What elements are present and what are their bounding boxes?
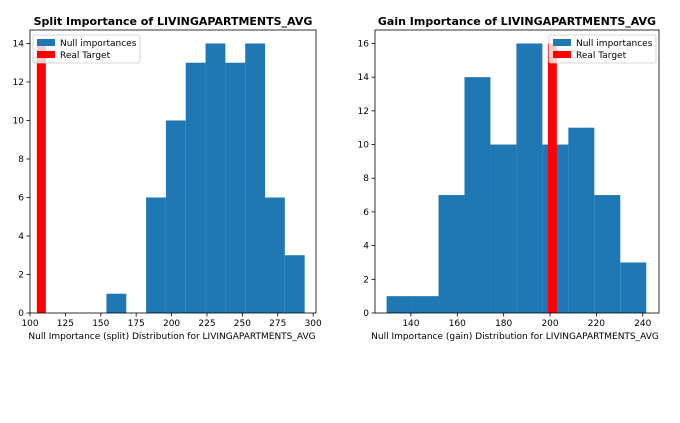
x-tick-label: 160 xyxy=(449,319,466,329)
legend-swatch-null xyxy=(553,39,571,46)
legend: Null importances Real Target xyxy=(549,35,656,63)
histogram-bar xyxy=(146,197,166,313)
y-tick-label: 4 xyxy=(363,242,369,252)
x-tick-label: 275 xyxy=(269,319,286,329)
legend-label-null: Null importances xyxy=(576,39,653,49)
legend-label-target: Real Target xyxy=(60,51,111,61)
histogram-bar xyxy=(186,63,206,313)
histogram-bar xyxy=(225,63,245,313)
legend-swatch-target xyxy=(37,51,55,58)
y-tick-label: 10 xyxy=(13,116,25,126)
x-tick-label: 225 xyxy=(198,319,215,329)
histogram-bar xyxy=(166,120,186,313)
x-tick-label: 220 xyxy=(588,319,605,329)
x-tick-label: 240 xyxy=(634,319,651,329)
histogram-bar xyxy=(245,43,265,313)
x-tick-label: 100 xyxy=(21,319,38,329)
x-tick-label: 150 xyxy=(92,319,109,329)
y-tick-label: 6 xyxy=(363,208,369,218)
histogram-bar xyxy=(106,294,126,313)
y-tick-label: 8 xyxy=(18,155,24,165)
y-tick-label: 10 xyxy=(358,141,370,151)
y-tick-label: 14 xyxy=(358,73,370,83)
x-tick-label: 200 xyxy=(541,319,558,329)
histogram-bar xyxy=(206,43,226,313)
histogram-bar xyxy=(265,197,285,313)
histogram-bar xyxy=(439,195,465,313)
histogram-bar xyxy=(490,145,516,313)
legend: Null importances Real Target xyxy=(33,35,140,63)
chart-title: Gain Importance of LIVINGAPARTMENTS_AVG xyxy=(378,15,656,28)
real-target-bar xyxy=(37,43,46,313)
histogram-bar xyxy=(516,43,542,313)
real-target-bar xyxy=(548,43,557,313)
legend-swatch-null xyxy=(37,39,55,46)
y-tick-label: 6 xyxy=(18,193,24,203)
y-tick-label: 0 xyxy=(363,309,369,319)
histogram-bar xyxy=(620,262,646,313)
x-tick-label: 125 xyxy=(57,319,74,329)
y-tick-label: 8 xyxy=(363,174,369,184)
histogram-bar xyxy=(464,77,490,313)
x-axis-label: Null Importance (split) Distribution for… xyxy=(28,332,315,342)
y-tick-label: 14 xyxy=(13,39,25,49)
legend-label-null: Null importances xyxy=(60,39,137,49)
real-target-line xyxy=(548,43,557,313)
x-tick-label: 300 xyxy=(305,319,322,329)
x-tick-label: 140 xyxy=(402,319,419,329)
legend-label-target: Real Target xyxy=(576,51,627,61)
x-axis-label: Null Importance (gain) Distribution for … xyxy=(371,332,659,342)
y-tick-label: 16 xyxy=(358,39,370,49)
histogram-bar xyxy=(387,296,413,313)
histogram-bar xyxy=(594,195,620,313)
x-tick-label: 200 xyxy=(163,319,180,329)
real-target-line xyxy=(37,43,46,313)
histogram-bar xyxy=(568,128,594,313)
x-tick-label: 175 xyxy=(128,319,145,329)
y-tick-label: 12 xyxy=(358,107,369,117)
y-tick-label: 4 xyxy=(18,232,24,242)
chart-title: Split Importance of LIVINGAPARTMENTS_AVG xyxy=(34,15,313,28)
y-tick-label: 2 xyxy=(363,275,369,285)
x-tick-label: 180 xyxy=(495,319,512,329)
histogram-bar xyxy=(413,296,439,313)
y-tick-label: 2 xyxy=(18,270,24,280)
histogram-bar xyxy=(285,255,305,313)
y-tick-label: 12 xyxy=(13,78,24,88)
y-tick-label: 0 xyxy=(18,309,24,319)
x-tick-label: 250 xyxy=(234,319,251,329)
legend-swatch-target xyxy=(553,51,571,58)
